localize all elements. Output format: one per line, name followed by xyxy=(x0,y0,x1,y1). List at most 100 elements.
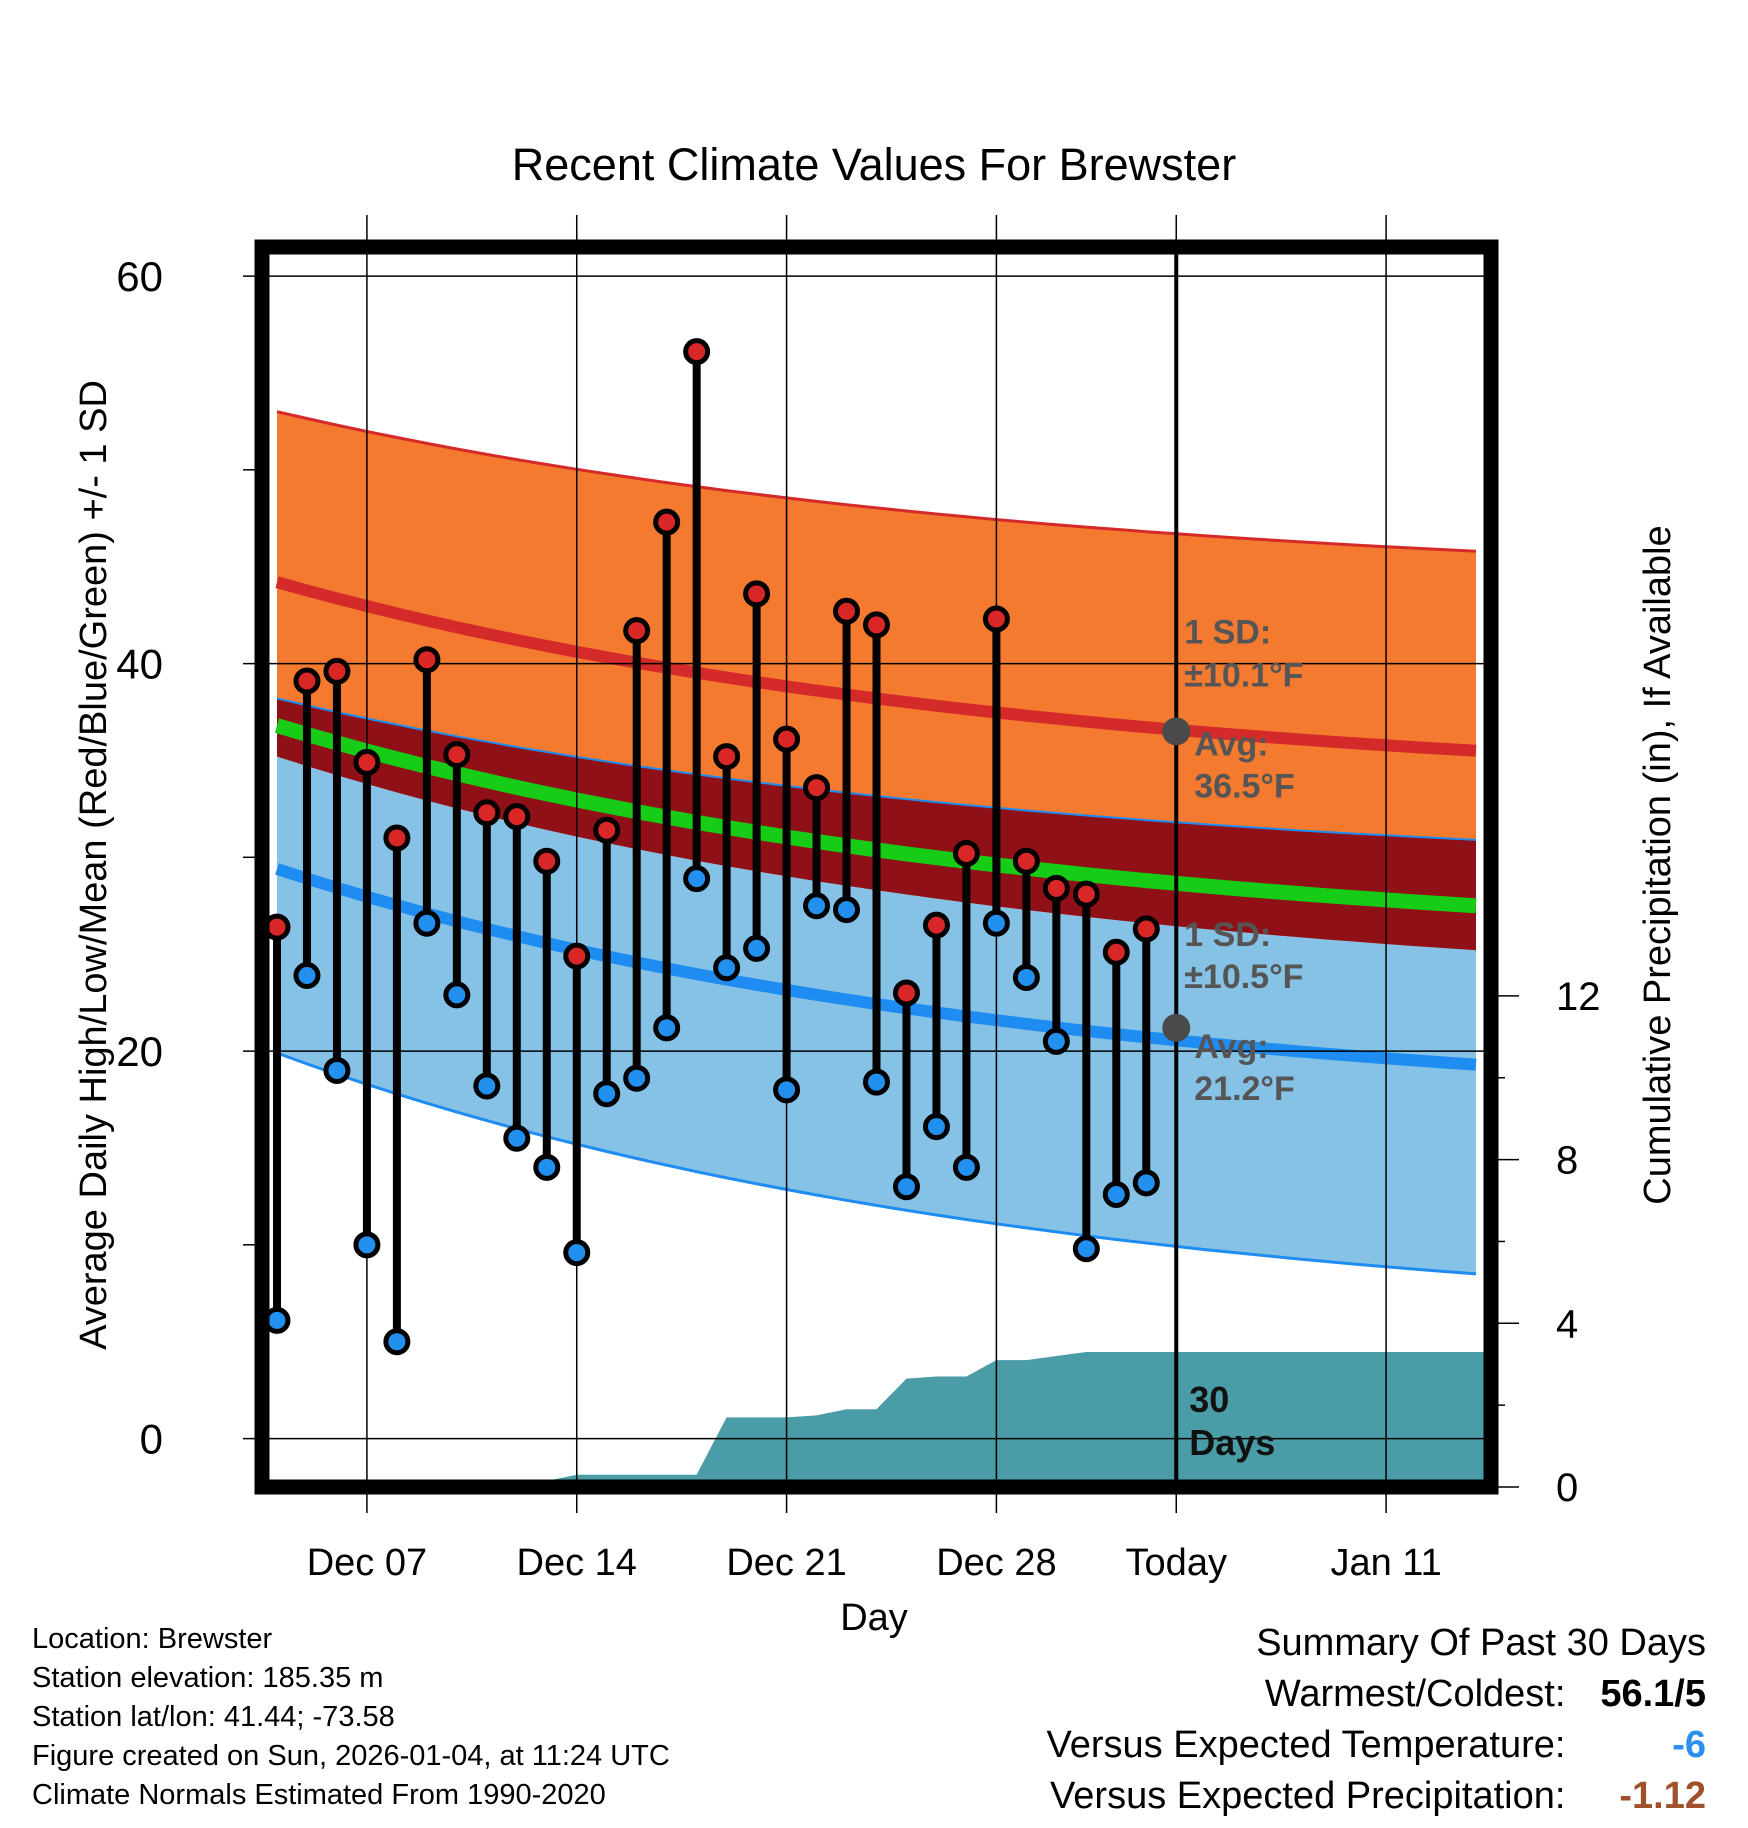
daily-high-point xyxy=(833,597,861,625)
y2-tick-label: 0 xyxy=(1556,1466,1578,1510)
daily-high-point xyxy=(803,774,831,802)
daily-high-point xyxy=(892,979,920,1007)
precip-fill xyxy=(277,1352,1491,1487)
daily-low-point xyxy=(293,962,321,989)
daily-low-point xyxy=(1042,1027,1070,1055)
daily-low-point xyxy=(683,865,711,893)
precip-anomaly-label: Versus Expected Precipitation: xyxy=(1050,1775,1566,1817)
warmest-value: 56.1/5 xyxy=(1600,1673,1706,1715)
y-axis-label: Average Daily High/Low/Mean (Red/Blue/Gr… xyxy=(73,380,115,1350)
window-unit: Days xyxy=(1189,1422,1275,1463)
daily-high-point xyxy=(563,942,591,970)
low-lower-sd-line xyxy=(276,1051,1477,1276)
daily-low-point xyxy=(952,1153,980,1181)
x-axis: Dec 07 Dec 14 Dec 21 Dec 28 Today Jan 11 xyxy=(307,1487,1442,1584)
high-sd-value: ±10.1°F xyxy=(1184,656,1303,694)
y2-tick-label: 4 xyxy=(1556,1302,1578,1346)
high-avg-label: Avg: xyxy=(1194,725,1268,763)
chart-title: Recent Climate Values For Brewster xyxy=(512,139,1236,190)
daily-low-point xyxy=(803,892,831,920)
normal-annotations: 1 SD: ±10.1°F Avg: 36.5°F 1 SD: ±10.5°F Avg: 21… xyxy=(1162,613,1303,1463)
station-info: Location: Brewster Station elevation: 18… xyxy=(32,1620,670,1815)
low-avg-label: Avg: xyxy=(1194,1028,1268,1066)
daily-low-point xyxy=(743,934,771,962)
y-tick-label: 40 xyxy=(116,641,163,688)
daily-high-point xyxy=(443,741,471,769)
daily-high-point xyxy=(293,667,321,695)
daily-low-point xyxy=(1012,963,1040,991)
daily-low-point xyxy=(503,1124,531,1152)
temp-anomaly-value: -6 xyxy=(1672,1724,1706,1766)
daily-low-point xyxy=(922,1113,950,1141)
today-avg-low-dot xyxy=(1162,1013,1191,1042)
daily-high-point xyxy=(473,799,501,827)
y-axis-right: 0 4 8 12 xyxy=(1491,975,1601,1510)
high-upper-sd-line xyxy=(276,410,1477,553)
daily-low-point xyxy=(593,1080,621,1108)
daily-high-point xyxy=(1072,880,1100,908)
daily-low-point xyxy=(1132,1169,1160,1197)
daily-high-point xyxy=(323,657,351,685)
daily-low-point xyxy=(1102,1180,1130,1208)
daily-high-point xyxy=(982,605,1010,633)
daily-low-point xyxy=(863,1068,890,1096)
x-tick-label: Dec 07 xyxy=(307,1542,427,1584)
daily-low-point xyxy=(1072,1235,1100,1263)
daily-low-point xyxy=(383,1328,411,1356)
high-sd-label: 1 SD: xyxy=(1184,613,1271,651)
temp-anomaly-label: Versus Expected Temperature: xyxy=(1046,1724,1566,1766)
plot-frame xyxy=(254,239,1499,1495)
daily-low-point xyxy=(892,1173,920,1201)
daily-low-point xyxy=(713,954,741,982)
daily-high-point xyxy=(593,816,621,844)
high-avg-value: 36.5°F xyxy=(1194,767,1295,805)
y2-tick-label: 12 xyxy=(1556,975,1601,1019)
y-tick-label: 20 xyxy=(116,1028,163,1075)
daily-low-point xyxy=(443,981,471,1009)
daily-low-point xyxy=(533,1153,561,1181)
daily-low-point xyxy=(982,909,1010,937)
x-axis-label: Day xyxy=(840,1597,908,1639)
latlon-text: Station lat/lon: 41.44; -73.58 xyxy=(32,1701,395,1733)
daily-low-point xyxy=(473,1072,501,1100)
y-axis-left: 0 20 40 60 xyxy=(116,253,255,1463)
daily-high-point xyxy=(863,611,890,639)
low-sd-value: ±10.5°F xyxy=(1184,958,1303,996)
daily-high-point xyxy=(383,824,411,852)
created-text: Figure created on Sun, 2026-01-04, at 11… xyxy=(32,1740,670,1772)
daily-high-point xyxy=(713,743,741,771)
daily-low-point xyxy=(323,1056,351,1084)
daily-high-point xyxy=(683,338,711,366)
daily-low-point xyxy=(413,909,441,937)
y2-axis-label: Cumulative Precipitation (in), If Availa… xyxy=(1637,525,1679,1204)
warmest-label: Warmest/Coldest: xyxy=(1264,1673,1566,1715)
normals-text: Climate Normals Estimated From 1990-2020 xyxy=(32,1779,606,1811)
window-count: 30 xyxy=(1189,1379,1229,1420)
elevation-text: Station elevation: 185.35 m xyxy=(32,1662,384,1694)
daily-low-point xyxy=(653,1014,681,1042)
daily-high-point xyxy=(952,839,980,867)
daily-high-point xyxy=(743,580,771,608)
daily-high-point xyxy=(1102,938,1130,966)
x-tick-label: Dec 21 xyxy=(726,1542,846,1584)
summary-title: Summary Of Past 30 Days xyxy=(1256,1622,1706,1664)
daily-high-point xyxy=(1012,847,1040,875)
daily-high-point xyxy=(922,911,950,939)
daily-low-point xyxy=(623,1064,651,1092)
precipitation-area xyxy=(277,1352,1491,1487)
low-sd-label: 1 SD: xyxy=(1184,916,1271,954)
summary-panel: Summary Of Past 30 Days Warmest/Coldest:… xyxy=(1047,1618,1706,1822)
daily-high-point xyxy=(533,847,561,875)
daily-high-point xyxy=(623,617,651,645)
daily-low-point xyxy=(353,1231,381,1259)
daily-high-point xyxy=(773,725,801,753)
daily-high-point xyxy=(653,508,681,536)
y-tick-label: 0 xyxy=(140,1416,163,1463)
daily-low-point xyxy=(833,896,861,924)
x-tick-label: Today xyxy=(1126,1542,1227,1584)
y2-tick-label: 8 xyxy=(1556,1139,1578,1183)
daily-high-point xyxy=(1132,915,1160,943)
daily-high-point xyxy=(1042,874,1070,902)
y-tick-label: 60 xyxy=(116,253,163,300)
